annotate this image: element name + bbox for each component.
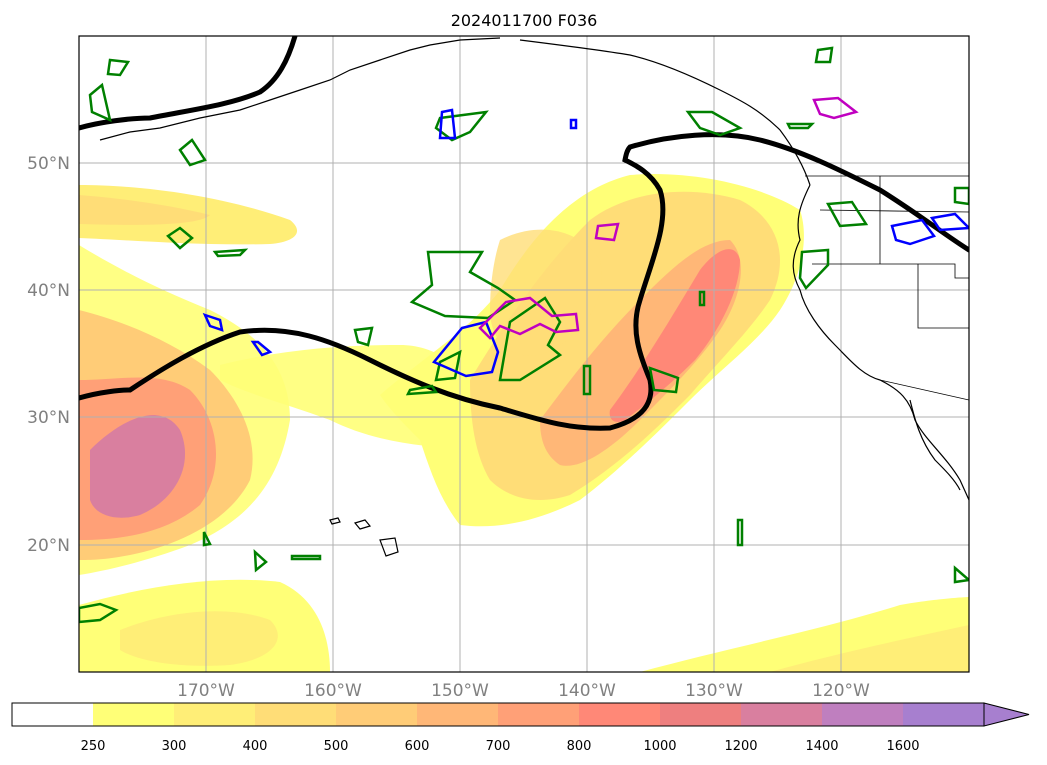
colorbar-swatch <box>336 703 417 726</box>
colorbar-tick-label: 1000 <box>643 739 676 754</box>
ridge-line <box>79 36 969 431</box>
lat-label-50: 50°N <box>27 154 70 174</box>
colorbar-swatch <box>12 703 93 726</box>
colorbar-tick-label: 250 <box>81 739 106 754</box>
colorbar-swatch <box>822 703 903 726</box>
colorbar-swatches <box>11 702 1030 727</box>
colorbar: 250 300 400 500 600 700 800 1000 1200 1400 1600 <box>11 702 1030 754</box>
colorbar-swatch <box>174 703 255 726</box>
colorbar-swatch <box>498 703 579 726</box>
colorbar-tick-label: 700 <box>486 739 511 754</box>
lat-label-40: 40°N <box>27 281 70 301</box>
chart-title: 2024011700 F036 <box>451 11 598 30</box>
colorbar-swatch <box>93 703 174 726</box>
colorbar-extend-arrow <box>983 702 1030 727</box>
colorbar-tick-label: 1200 <box>724 739 757 754</box>
colorbar-tick-label: 600 <box>405 739 430 754</box>
lon-label-130w: 130°W <box>685 681 743 701</box>
colorbar-tick-label: 500 <box>324 739 349 754</box>
coastlines <box>99 37 969 557</box>
magenta-contours <box>478 96 859 340</box>
map-area <box>79 36 969 672</box>
colorbar-outline <box>11 702 985 727</box>
colorbar-tick-label: 1400 <box>805 739 838 754</box>
lon-label-140w: 140°W <box>558 681 616 701</box>
colorbar-swatch <box>660 703 741 726</box>
lat-label-30: 30°N <box>27 408 70 428</box>
colorbar-swatch <box>255 703 336 726</box>
colorbar-swatch <box>903 703 984 726</box>
lon-label-120w: 120°W <box>812 681 870 701</box>
lon-label-160w: 160°W <box>304 681 362 701</box>
colorbar-tick-label: 300 <box>162 739 187 754</box>
ivt-filled-field <box>79 174 969 672</box>
green-contours <box>79 46 969 624</box>
latitude-labels: 20°N 30°N 40°N 50°N <box>27 154 70 556</box>
colorbar-tick-label: 1600 <box>886 739 919 754</box>
lat-label-20: 20°N <box>27 536 70 556</box>
lon-label-150w: 150°W <box>431 681 489 701</box>
colorbar-labels: 250 300 400 500 600 700 800 1000 1200 1400 1600 <box>81 739 920 754</box>
longitude-labels: 170°W 160°W 150°W 140°W 130°W 120°W <box>177 681 870 701</box>
colorbar-swatch <box>579 703 660 726</box>
map-frame <box>78 35 970 673</box>
colorbar-tick-label: 400 <box>243 739 268 754</box>
colorbar-swatch <box>417 703 498 726</box>
colorbar-tick-label: 800 <box>567 739 592 754</box>
lon-label-170w: 170°W <box>177 681 235 701</box>
colorbar-swatch <box>741 703 822 726</box>
